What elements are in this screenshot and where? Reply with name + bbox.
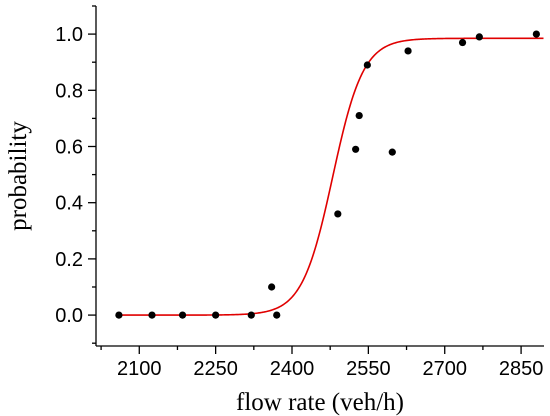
data-point [388,148,396,156]
data-point [273,311,281,319]
data-point [148,311,156,319]
data-point [115,311,123,319]
data-point [268,283,276,291]
y-tick-label: 0.0 [55,305,83,327]
fit-curve [118,37,544,316]
data-point [212,311,220,319]
y-tick-label: 0.6 [55,136,83,158]
data-point [475,33,483,41]
data-point [334,210,342,218]
x-tick-label: 2550 [346,358,391,380]
x-tick-label: 2700 [422,358,467,380]
x-tick-label: 2100 [117,358,162,380]
x-tick-label: 2850 [499,358,544,380]
data-point [352,145,360,153]
x-tick-label: 2400 [270,358,315,380]
data-point [355,111,363,120]
y-tick-label: 0.4 [55,193,83,215]
data-point [363,61,371,69]
x-axis-ticks: 2100 2250 2400 2550 2700 2850 [100,346,544,380]
scatter-points-layer [115,30,540,319]
y-tick-label: 0.2 [55,249,83,271]
x-axis-title: flow rate (veh/h) [236,389,404,416]
y-axis-title: probability [5,121,32,231]
data-point [247,311,255,319]
y-tick-label: 0.8 [55,80,83,102]
axes [95,6,544,347]
fit-curve-layer [118,37,544,316]
data-point [178,311,187,319]
x-tick-label: 2250 [193,358,238,380]
y-tick-label: 1.0 [55,24,83,46]
y-axis-ticks: 0.0 0.2 0.4 0.6 0.8 1.0 [55,5,96,344]
data-point [458,38,467,47]
data-point [532,30,540,38]
data-point [404,47,412,55]
